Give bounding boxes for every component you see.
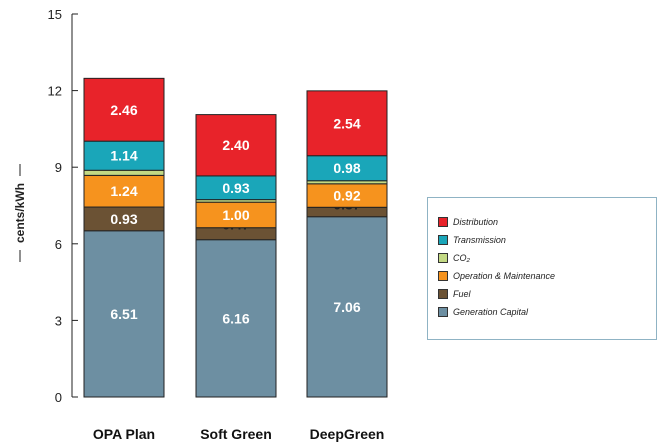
legend-label: Operation & Maintenance — [453, 271, 556, 281]
value-label: 0.92 — [333, 188, 360, 204]
category-label: OPA Plan — [93, 426, 155, 442]
y-axis-title: cents/kWh — [13, 164, 27, 262]
category-labels: OPA Plan Soft Green DeepGreen — [93, 426, 384, 442]
legend-swatch — [438, 235, 448, 245]
bar-soft-green: 6.160.471.000.932.40 — [195, 114, 277, 398]
bar-deepgreen: 7.060.370.920.982.54 — [306, 90, 388, 398]
value-label: 6.51 — [110, 306, 137, 322]
legend-label: CO₂ — [453, 253, 470, 263]
legend-swatch — [438, 253, 448, 263]
legend-item: Transmission — [438, 231, 656, 249]
y-tick-label: 3 — [55, 313, 62, 328]
y-tick-label: 15 — [48, 7, 62, 22]
bar-opa-plan: 6.51 0.93 1.24 1.14 2.46 — [83, 77, 165, 398]
value-label: 2.54 — [333, 115, 360, 131]
bar-segment — [83, 169, 165, 176]
legend-label: Fuel — [453, 289, 471, 299]
legend-swatch — [438, 217, 448, 227]
category-label: Soft Green — [200, 426, 272, 442]
bar-segment — [195, 201, 277, 229]
legend-item: Distribution — [438, 213, 656, 231]
bar-segment — [306, 155, 388, 182]
legend-label: Distribution — [453, 217, 499, 227]
value-label: 7.06 — [333, 299, 360, 315]
legend-swatch — [438, 307, 448, 317]
legend-swatch — [438, 289, 448, 299]
value-label: 1.00 — [222, 207, 249, 223]
legend-swatch — [438, 271, 448, 281]
legend-item: Operation & Maintenance — [438, 267, 656, 285]
bars: 6.510.931.241.142.466.160.471.000.932.40… — [83, 77, 388, 398]
y-tick-label: 6 — [55, 237, 62, 252]
y-tick-label: 9 — [55, 160, 62, 175]
bar-segment — [306, 216, 388, 398]
value-label: 0.93 — [110, 211, 137, 227]
value-label: 6.16 — [222, 310, 249, 326]
bar-segment — [83, 140, 165, 171]
category-label: DeepGreen — [310, 426, 385, 442]
legend-item: Generation Capital — [438, 303, 656, 321]
legend-item: Fuel — [438, 285, 656, 303]
legend-label: Generation Capital — [453, 307, 529, 317]
value-label: 0.93 — [222, 180, 249, 196]
value-label: 1.24 — [110, 183, 137, 199]
y-axis: 0 3 6 9 12 15 — [48, 7, 78, 405]
bar-segment — [195, 114, 277, 177]
value-label: 0.98 — [333, 160, 360, 176]
value-label: 2.40 — [222, 137, 249, 153]
bar-segment — [195, 239, 277, 398]
value-label: 1.14 — [110, 148, 137, 164]
y-tick-label: 12 — [48, 84, 62, 99]
y-tick-label: 0 — [55, 390, 62, 405]
legend-label: Transmission — [453, 235, 506, 245]
bar-segment — [306, 90, 388, 157]
bar-segment — [83, 77, 165, 142]
legend: Distribution Transmission CO₂ Operation & M… — [427, 197, 657, 340]
y-axis-label: cents/kWh — [13, 183, 27, 243]
bar-segment — [83, 230, 165, 398]
value-label: 2.46 — [110, 102, 137, 118]
legend-item: CO₂ — [438, 249, 656, 267]
